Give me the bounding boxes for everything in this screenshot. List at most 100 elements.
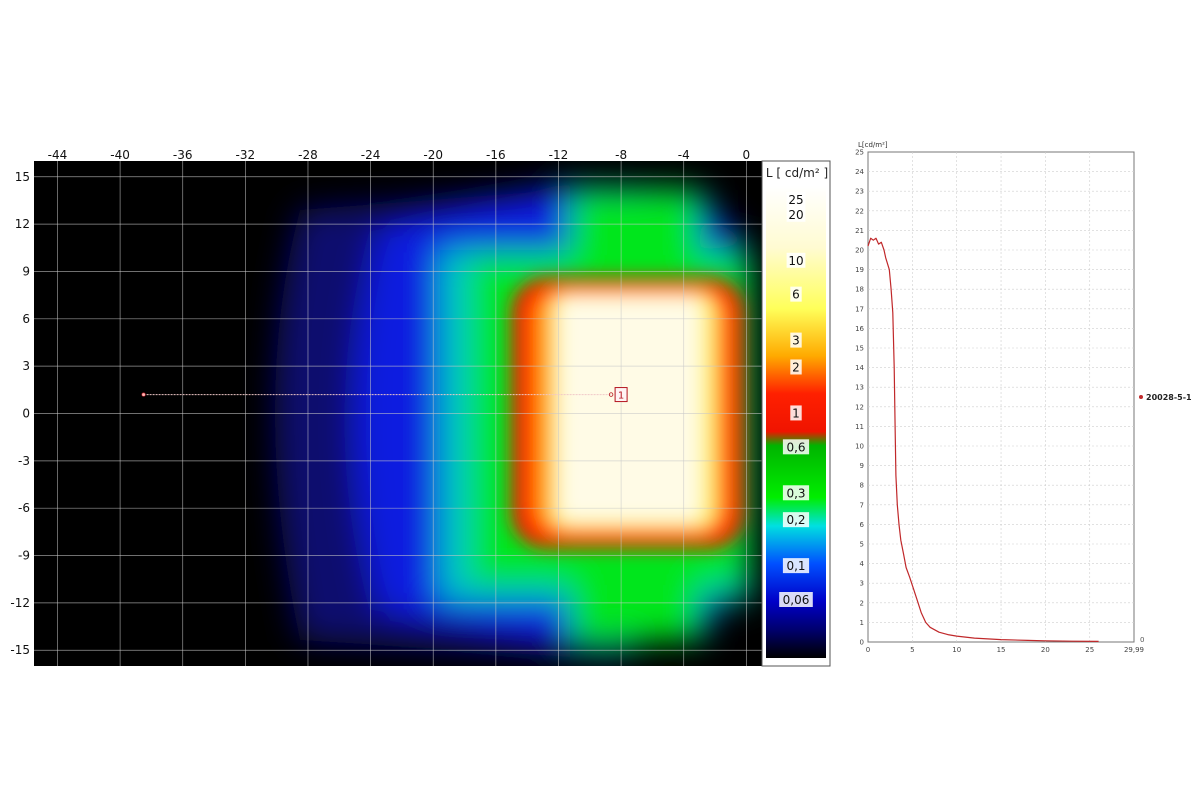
plot-y-tick-label: 25 — [855, 149, 864, 157]
y-tick-label: 0 — [22, 407, 30, 421]
colorbar-label-bg — [790, 405, 802, 421]
end-marker-label: 0 — [1140, 636, 1144, 644]
colorbar-label-bg — [782, 485, 810, 501]
colorbar-label-bg — [786, 192, 806, 207]
x-tick-label: -44 — [48, 148, 68, 162]
y-tick-label: -12 — [10, 596, 30, 610]
plot-y-tick-label: 0 — [860, 639, 864, 647]
plot-x-tick-label: 15 — [997, 646, 1006, 654]
x-tick-label: -24 — [361, 148, 381, 162]
colorbar-label: 3 — [792, 334, 800, 348]
x-tick-label: -4 — [678, 148, 690, 162]
luminance-field — [275, 185, 750, 660]
plot-x-tick-label: 20 — [1041, 646, 1050, 654]
colorbar-label-bg — [790, 332, 802, 348]
x-tick-label: -12 — [549, 148, 569, 162]
x-tick-label: -28 — [298, 148, 318, 162]
series-line — [867, 237, 1099, 642]
plot-y-tick-label: 8 — [860, 482, 864, 490]
colorbar-label: 0,1 — [786, 559, 805, 573]
y-tick-label: 3 — [22, 359, 30, 373]
colorbar-label-bg — [782, 512, 810, 528]
y-tick-label: -15 — [10, 643, 30, 657]
plot-y-tick-label: 1 — [860, 619, 864, 627]
profile-chart: 0123456789101112131415161718192021222324… — [855, 141, 1192, 654]
colorbar-label-bg — [786, 252, 806, 268]
colorbar-label: 0,2 — [786, 513, 805, 527]
plot-y-tick-label: 11 — [855, 423, 864, 431]
x-tick-label: -20 — [423, 148, 443, 162]
legend-entry: 20028-5-1 — [1146, 393, 1192, 402]
plot-y-tick-label: 22 — [855, 207, 864, 215]
colorbar-label-bg — [782, 558, 810, 574]
colorbar-label: 2 — [792, 360, 800, 374]
x-tick-label: -40 — [110, 148, 130, 162]
profile-marker-box — [614, 387, 628, 403]
legend-marker — [1139, 395, 1143, 399]
plot-y-tick-label: 20 — [855, 247, 864, 255]
y-tick-label: -6 — [18, 501, 30, 515]
map-axis-ticks: -44 -40 -36 -32 -28 -24 -20 -16 -12 -8 -4 015129630… — [10, 148, 750, 657]
colorbar-label: 25 — [788, 193, 803, 207]
plot-y-tick-label: 4 — [860, 560, 865, 568]
colorbar-label: 20 — [788, 208, 803, 222]
colorbar-label: 0,06 — [783, 593, 810, 607]
plot-grid — [868, 152, 1134, 642]
x-tick-label: -32 — [236, 148, 256, 162]
plot-y-tick-label: 3 — [860, 580, 864, 588]
colorbar-label-bg — [790, 286, 802, 302]
plot-y-tick-label: 6 — [860, 521, 865, 529]
colorbar-label-bg — [790, 359, 802, 375]
plot-x-tick-label: 5 — [910, 646, 914, 654]
plot-y-tick-label: 2 — [860, 599, 864, 607]
plot-y-tick-label: 12 — [855, 403, 864, 411]
map-grid — [34, 161, 762, 666]
y-axis-label: L[cd/m²] — [858, 141, 888, 149]
profile-end-point — [608, 392, 614, 397]
legend: 20028-5-1 — [1139, 393, 1192, 402]
colorbar-label: 10 — [788, 254, 803, 268]
x-tick-label: 0 — [743, 148, 751, 162]
plot-y-tick-label: 15 — [855, 345, 864, 353]
y-tick-label: 6 — [22, 312, 30, 326]
plot-y-tick-label: 19 — [855, 266, 864, 274]
colorbar-label-bg — [782, 439, 810, 455]
colorbar-label-bg — [779, 592, 813, 607]
plot-x-tick-label: 25 — [1085, 646, 1094, 654]
plot-y-tick-label: 21 — [855, 227, 864, 235]
plot-y-tick-label: 16 — [855, 325, 864, 333]
x-tick-label: -16 — [486, 148, 506, 162]
colorbar-label: 0,3 — [786, 486, 805, 500]
glow-white — [560, 298, 700, 520]
plot-y-tick-label: 18 — [855, 286, 864, 294]
plot-y-tick-label: 23 — [855, 188, 864, 196]
profile-line: 1 — [141, 387, 628, 403]
plot-y-tick-label: 24 — [855, 168, 864, 176]
colorbar-label: 6 — [792, 288, 800, 302]
plot-y-tick-label: 5 — [860, 541, 864, 549]
plot-y-tick-label: 10 — [855, 443, 864, 451]
end-marker: 0 — [1140, 636, 1144, 644]
colorbar-title: L [ cd/m² ] — [766, 166, 828, 180]
x-tick-label: -8 — [615, 148, 627, 162]
plot-x-tick-label: 0 — [866, 646, 870, 654]
x-tick-label: -36 — [173, 148, 193, 162]
plot-y-tick-label: 7 — [860, 501, 864, 509]
colorbar-label: 0,6 — [786, 440, 805, 454]
luminance-map: -44 -40 -36 -32 -28 -24 -20 -16 -12 -8 -4 015129630… — [10, 148, 762, 666]
y-tick-label: -3 — [18, 454, 30, 468]
y-tick-label: 9 — [22, 264, 30, 278]
plot-x-tick-label: 29,99 — [1124, 646, 1144, 654]
plot-y-tick-label: 9 — [860, 462, 864, 470]
plot-x-tick-label: 10 — [952, 646, 961, 654]
plot-ticks: 0123456789101112131415161718192021222324… — [855, 149, 1144, 655]
y-tick-label: 15 — [15, 170, 30, 184]
profile-marker-label: 1 — [618, 391, 624, 402]
plot-y-tick-label: 14 — [855, 364, 864, 372]
plot-y-tick-label: 17 — [855, 305, 864, 313]
colorbar-label-bg — [786, 206, 806, 222]
